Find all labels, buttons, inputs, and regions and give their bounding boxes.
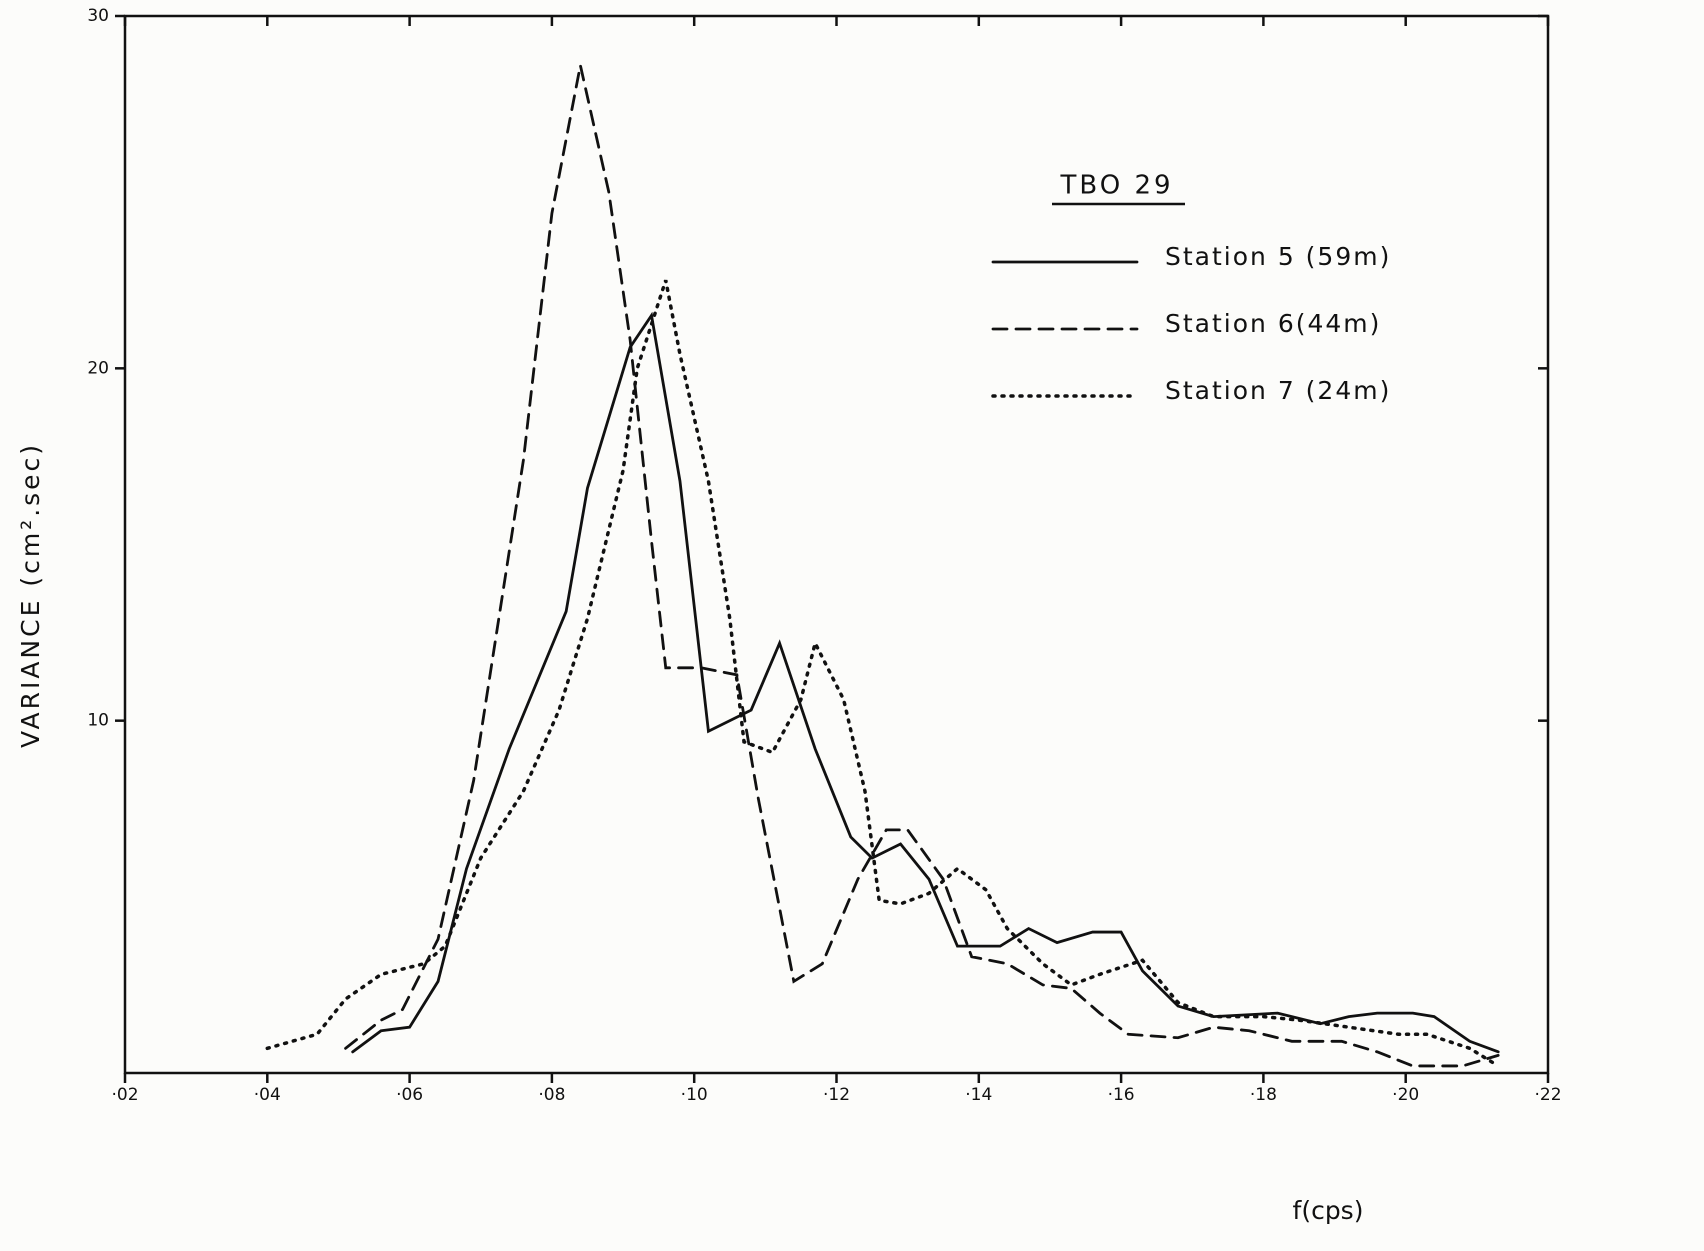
legend-label: Station 5 (59m) [1165,242,1391,271]
x-tick-label: ·02 [111,1085,138,1105]
x-tick-label: ·08 [538,1085,565,1105]
x-tick-label: ·12 [823,1085,850,1105]
x-tick-label: ·04 [254,1085,281,1105]
x-tick-label: ·22 [1534,1085,1561,1105]
y-tick-label: 30 [87,6,109,26]
x-axis-label: f(cps) [1293,1196,1364,1225]
x-tick-label: ·06 [396,1085,423,1105]
series-line [344,65,1500,1068]
legend-label: Station 6(44m) [1165,309,1381,338]
chart-title: TBO 29 [1059,171,1173,201]
legend-label: Station 7 (24m) [1165,376,1391,405]
y-tick-label: 10 [87,711,109,731]
x-tick-label: ·16 [1108,1085,1135,1105]
plot-frame [123,14,1550,1075]
series-line [351,311,1500,1054]
x-tick-label: ·14 [965,1085,992,1105]
x-tick-label: ·10 [681,1085,708,1105]
series-line [265,279,1500,1068]
x-tick-label: ·18 [1250,1085,1277,1105]
x-tick-label: ·20 [1392,1085,1419,1105]
y-axis-label: VARIANCE (cm².sec) [16,442,45,748]
y-tick-label: 20 [87,358,109,378]
